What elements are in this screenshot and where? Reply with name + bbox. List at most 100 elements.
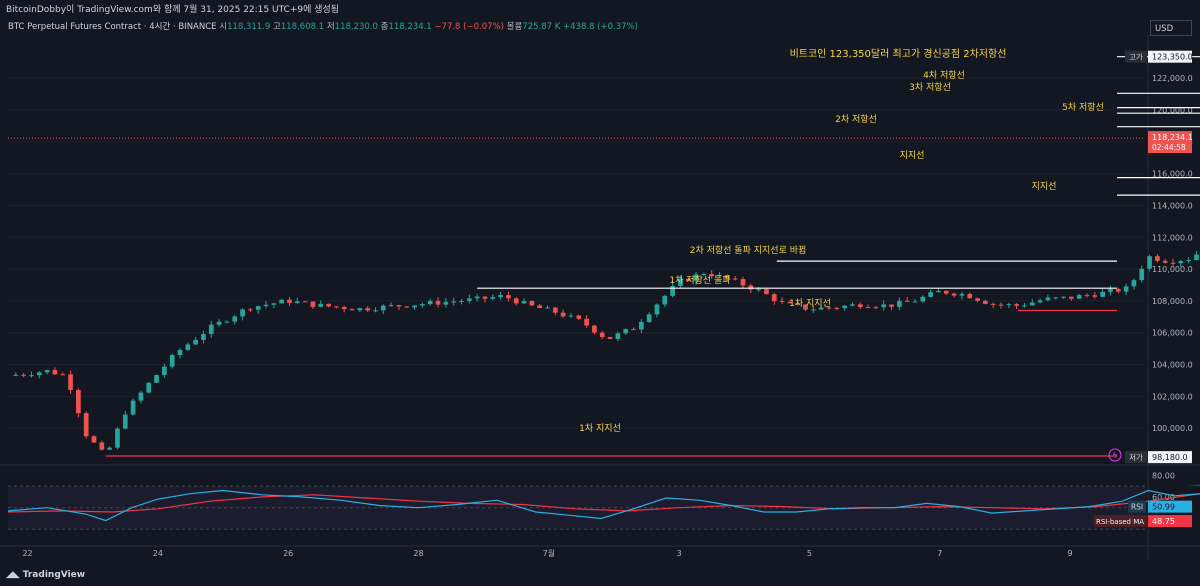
candle-body <box>76 389 81 414</box>
candle-body <box>990 303 996 305</box>
rsi-name: RSI <box>1131 503 1143 512</box>
candle-body <box>1178 260 1184 264</box>
candle-body <box>592 325 597 333</box>
candle-body <box>545 307 550 309</box>
candle-body <box>693 274 699 281</box>
candle-body <box>670 286 675 296</box>
tradingview-logo[interactable]: ◢◣ TradingView <box>6 570 85 580</box>
candle-body <box>920 296 926 302</box>
candle-body <box>568 315 574 317</box>
candle-body <box>521 301 527 304</box>
candle-body <box>13 374 19 376</box>
candle-body <box>287 299 292 304</box>
level-label: 5차 저항선 <box>1062 101 1104 113</box>
candle-body <box>834 307 840 309</box>
candle-body <box>724 275 730 279</box>
candle-body <box>943 290 949 294</box>
x-tick-label: 7월 <box>543 548 555 558</box>
candle-body <box>881 304 887 308</box>
candle-body <box>529 301 535 306</box>
candle-body <box>1123 286 1129 292</box>
candle-body <box>787 301 793 304</box>
currency-button[interactable]: USD <box>1150 20 1192 36</box>
y-tick-label: 100,000.0 <box>1152 424 1193 433</box>
rsi-ma-value-bg <box>1148 515 1192 528</box>
rsi-name-bg <box>1128 500 1146 513</box>
candle-body <box>889 304 894 307</box>
level-label: 2차 저항선 <box>835 113 877 125</box>
price-tag-value: 98,180.0 <box>1152 453 1188 462</box>
candle-body <box>482 296 488 299</box>
candle-body <box>334 306 339 308</box>
price-tag-bg <box>1148 50 1192 63</box>
candle-body <box>638 321 644 330</box>
candle-body <box>1053 297 1059 299</box>
level-label: 1차 지지선 <box>579 422 621 434</box>
candle-body <box>740 279 746 286</box>
candle-body <box>701 273 707 275</box>
candle-body <box>224 321 230 323</box>
tradingview-icon: ◢◣ <box>6 570 23 580</box>
candle-body <box>490 297 496 299</box>
open-label: 시 <box>219 22 228 32</box>
candle-body <box>967 293 973 299</box>
level-label: 3차 저항선 <box>909 81 951 93</box>
candle-body <box>685 278 691 281</box>
candle-body <box>928 292 933 297</box>
candle-body <box>193 339 198 345</box>
candle-body <box>975 298 980 301</box>
candle-body <box>357 308 363 311</box>
candle-body <box>904 300 910 302</box>
candle-body <box>1131 280 1137 287</box>
candle-body <box>498 295 503 298</box>
x-tick-label: 28 <box>413 549 423 558</box>
candle-body <box>326 303 331 307</box>
candle-body <box>474 296 480 299</box>
price-tag-caption: 고가 <box>1129 53 1143 62</box>
candle-body <box>52 370 58 375</box>
x-tick-label: 9 <box>1068 549 1073 558</box>
candle-body <box>138 392 144 401</box>
candle-body <box>615 333 621 339</box>
candle-body <box>1186 260 1192 262</box>
countdown-value: 02:44:58 <box>1152 143 1186 152</box>
candle-body <box>115 428 120 448</box>
candle-body <box>263 304 269 307</box>
candle-body <box>1022 305 1027 307</box>
candle-body <box>154 375 159 383</box>
lightning-icon-glyph: ϟ <box>1112 451 1117 460</box>
candle-body <box>951 293 957 296</box>
y-tick-label: 104,000.0 <box>1152 361 1193 370</box>
candle-body <box>255 306 261 310</box>
candle-body <box>623 329 629 334</box>
candle-body <box>279 299 285 304</box>
candle-body <box>294 301 300 304</box>
candle-body <box>818 307 824 310</box>
y-tick-label: 110,000.0 <box>1152 265 1193 274</box>
candle-body <box>1170 262 1176 264</box>
x-tick-label: 26 <box>283 549 293 558</box>
symbol-title[interactable]: BTC Perpetual Futures Contract · 4시간 · B… <box>8 22 217 32</box>
high-value: 118,608.1 <box>280 22 325 32</box>
candle-body <box>576 315 582 319</box>
volume-value: 725.87 K <box>522 22 561 32</box>
candle-body <box>122 414 128 429</box>
volume-label: 볼륨 <box>506 22 523 32</box>
candle-body <box>1147 256 1152 269</box>
x-tick-label: 24 <box>153 549 163 558</box>
candle-body <box>318 303 324 307</box>
candle-body <box>709 273 715 277</box>
x-tick-label: 7 <box>937 549 942 558</box>
candle-body <box>537 305 543 309</box>
candle-body <box>717 275 722 277</box>
candle-body <box>99 442 105 450</box>
candle-body <box>1162 260 1168 263</box>
candle-body <box>310 301 316 307</box>
rsi-overbought-fill <box>1187 484 1200 487</box>
candle-body <box>60 374 66 376</box>
candle-body <box>451 301 457 303</box>
candle-body <box>162 366 167 376</box>
x-tick-label: 5 <box>807 549 812 558</box>
volume-change: +438.8 (+0.37%) <box>563 22 638 32</box>
